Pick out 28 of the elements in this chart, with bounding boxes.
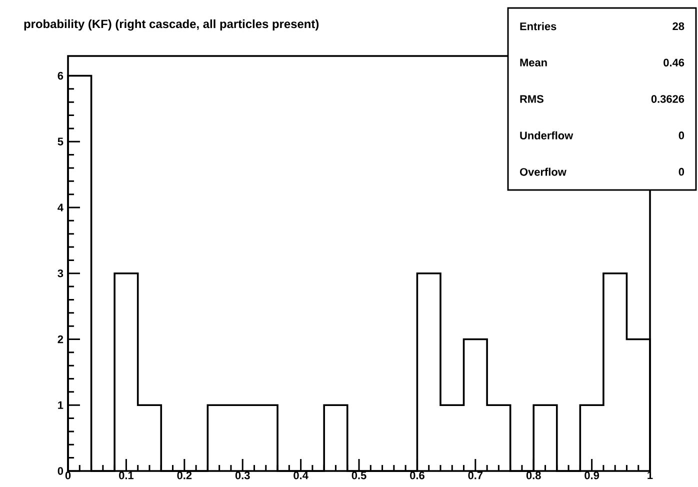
x-tick-label: 1 [648,472,653,480]
y-tick-label: 2 [58,335,64,344]
x-tick-label: 0.7 [468,472,483,480]
y-tick-label: 1 [58,401,64,409]
x-tick-label: 0.6 [410,472,424,480]
x-tick-label: 0 [65,472,71,480]
chart-title: probability (KF) (right cascade, all particles present) [24,19,319,31]
x-tick-label: 0.5 [352,472,366,480]
text: 0.3626 [651,95,684,103]
text: 0 [678,132,684,140]
y-tick-label: 5 [58,138,64,146]
x-tick-label: 0.9 [584,472,600,480]
annotation: Overflow [520,168,566,176]
x-tick-label: 0.3 [235,472,250,480]
y-tick-label: 6 [58,72,64,80]
text: 0 [678,168,684,176]
x-tick-label: 0.2 [177,472,192,480]
text: 28 [672,22,684,30]
annotation: Underflow [520,131,574,140]
annotation: RMS [520,95,544,103]
text: Entries [520,22,556,30]
x-tick-label: 0.8 [526,472,541,480]
y-tick-label: 3 [58,269,64,278]
y-tick-label: 4 [58,204,64,212]
x-tick-label: 0.4 [294,472,308,480]
annotation: Mean [520,58,547,66]
text: 0.46 [664,58,684,66]
x-tick-label: 0.1 [119,472,134,480]
